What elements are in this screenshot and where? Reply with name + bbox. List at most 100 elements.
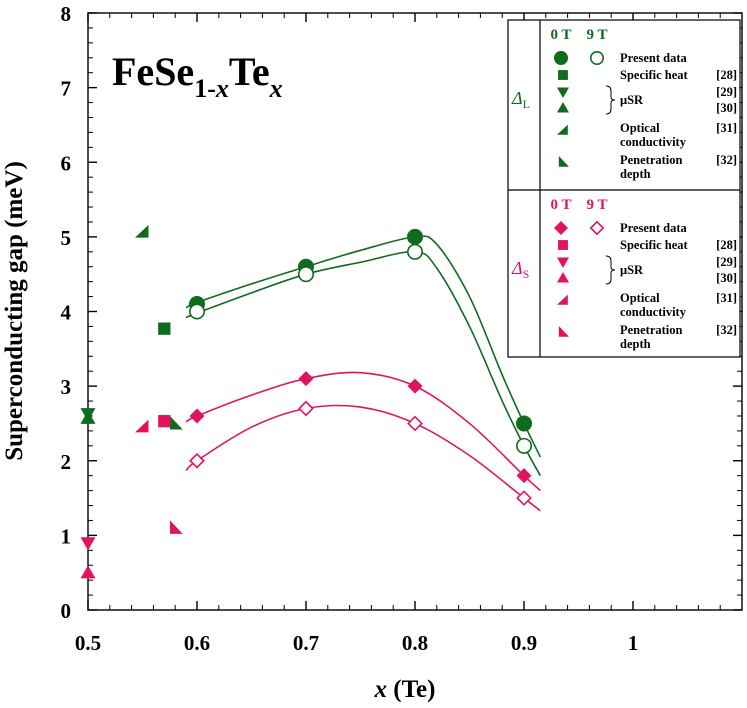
legend-delta: Δ (511, 88, 523, 108)
data-point-large-4-0 (158, 322, 171, 335)
legend-ref-4: [31] (716, 121, 737, 135)
title-sub-x2: x (269, 74, 283, 103)
title-sub-x: x (215, 74, 229, 103)
fit-curve-large-0 (185, 235, 542, 458)
data-point-large-8-0 (169, 415, 183, 430)
y-axis: 0 1 2 3 4 5 6 7 8 (61, 2, 742, 623)
x-axis-label-var: x (374, 676, 388, 703)
legend-ref-3: [30] (716, 101, 737, 115)
data-point-large-1-3 (515, 437, 532, 454)
legend-marker-5 (558, 326, 569, 337)
legend-label-4: Optical (620, 121, 660, 135)
data-point-small-3-1 (298, 400, 314, 417)
x-axis-label: x (Te) (374, 676, 436, 703)
legend-marker-3 (557, 272, 569, 283)
y-tick-label: 8 (61, 2, 72, 26)
legend-ref-2: [29] (716, 255, 737, 269)
x-tick-label: 0.9 (511, 631, 537, 655)
data-point-large-1-2 (406, 243, 423, 260)
y-tick-label: 0 (61, 599, 72, 623)
data-point-small-10-0 (80, 537, 96, 551)
data-point-small-12-0 (135, 419, 149, 433)
title-te: Te (229, 49, 270, 94)
legend-brace-large (605, 85, 616, 115)
data-point-small-3-2 (407, 415, 423, 432)
data-point-large-1-0 (189, 303, 206, 320)
legend-ref-1: [28] (716, 68, 737, 82)
legend-label-5: Penetration (620, 153, 683, 167)
legend-ref-5: [32] (716, 153, 737, 167)
legend-marker-present-0t (554, 51, 568, 65)
x-tick-label: 0.7 (293, 631, 319, 655)
data-point-small-3-3 (516, 490, 532, 506)
legend-header-9t: 9 T (587, 197, 608, 213)
x-tick-label: 1 (628, 631, 639, 655)
data-points (80, 224, 532, 579)
fit-curve-large-1 (185, 250, 542, 477)
fit-curve-small-2 (185, 371, 541, 492)
y-tick-label: 2 (61, 450, 72, 474)
data-point-small-9-0 (158, 415, 171, 428)
legend-marker-1 (558, 70, 568, 80)
legend-header-9t: 9 T (587, 27, 608, 43)
x-tick-label: 0.6 (184, 631, 210, 655)
legend-ref-4: [31] (716, 291, 737, 305)
data-point-small-2-1 (298, 371, 314, 387)
legend-marker-5 (558, 156, 569, 167)
legend-group-symbol-small: ΔS (511, 258, 529, 281)
data-point-small-11-0 (80, 565, 96, 579)
legend-marker-3 (557, 102, 569, 113)
data-point-large-7-0 (135, 224, 149, 238)
legend-delta-sub: S (523, 267, 530, 281)
x-axis: 0.5 0.6 0.7 0.8 0.9 1 (75, 13, 721, 655)
legend-marker-4 (557, 124, 568, 135)
legend-ref-3: [30] (716, 271, 737, 285)
data-point-small-2-3 (516, 468, 532, 484)
legend-box (507, 19, 741, 358)
chart-title: FeSe1-xTex (112, 49, 283, 103)
legend-ref-1: [28] (716, 238, 737, 252)
x-axis-label-rest: (Te) (387, 676, 435, 703)
legend-label-1: Specific heat (620, 68, 689, 82)
legend-label-musr: μSR (620, 93, 644, 107)
y-tick-label: 4 (61, 301, 72, 325)
y-tick-label: 1 (61, 524, 72, 548)
legend-label-present-data: Present data (620, 51, 688, 65)
legend-label-1: Specific heat (620, 238, 689, 252)
legend-ref-5: [32] (716, 323, 737, 337)
data-point-small-13-0 (169, 520, 183, 534)
legend-label2-5: depth (620, 337, 651, 351)
legend-marker-1 (558, 240, 568, 250)
legend-header-0t: 0 T (551, 27, 572, 43)
legend-marker-present-0t (554, 221, 568, 235)
data-point-large-6-0 (80, 410, 96, 424)
legend-label2-5: depth (620, 167, 651, 181)
data-point-large-0-2 (407, 228, 423, 245)
legend-ref-2: [29] (716, 85, 737, 99)
legend-delta-sub: L (523, 97, 530, 111)
legend-label-present-data: Present data (620, 221, 688, 235)
data-point-large-0-3 (516, 415, 532, 432)
data-point-small-3-0 (189, 452, 205, 469)
legend-label-4: Optical (620, 291, 660, 305)
legend-brace-small (605, 255, 616, 285)
legend-group-symbol-large: ΔL (511, 88, 530, 111)
legend-marker-present-9t (589, 50, 604, 65)
y-tick-label: 6 (61, 151, 72, 175)
legend-header-0t: 0 T (551, 197, 572, 213)
title-fese: FeSe (112, 49, 194, 94)
data-point-small-2-0 (189, 408, 205, 424)
legend-marker-present-9t (589, 220, 605, 236)
legend-marker-2 (557, 87, 569, 98)
y-tick-label: 7 (61, 77, 72, 101)
legend-label2-4: conductivity (620, 135, 687, 149)
legend-label-5: Penetration (620, 323, 683, 337)
y-tick-label: 3 (61, 375, 72, 399)
data-point-large-1-1 (297, 266, 314, 283)
legend-delta: Δ (511, 258, 523, 278)
legend-marker-2 (557, 257, 569, 268)
y-axis-label: Superconducting gap (meV) (1, 161, 28, 461)
x-tick-label: 0.5 (75, 631, 101, 655)
